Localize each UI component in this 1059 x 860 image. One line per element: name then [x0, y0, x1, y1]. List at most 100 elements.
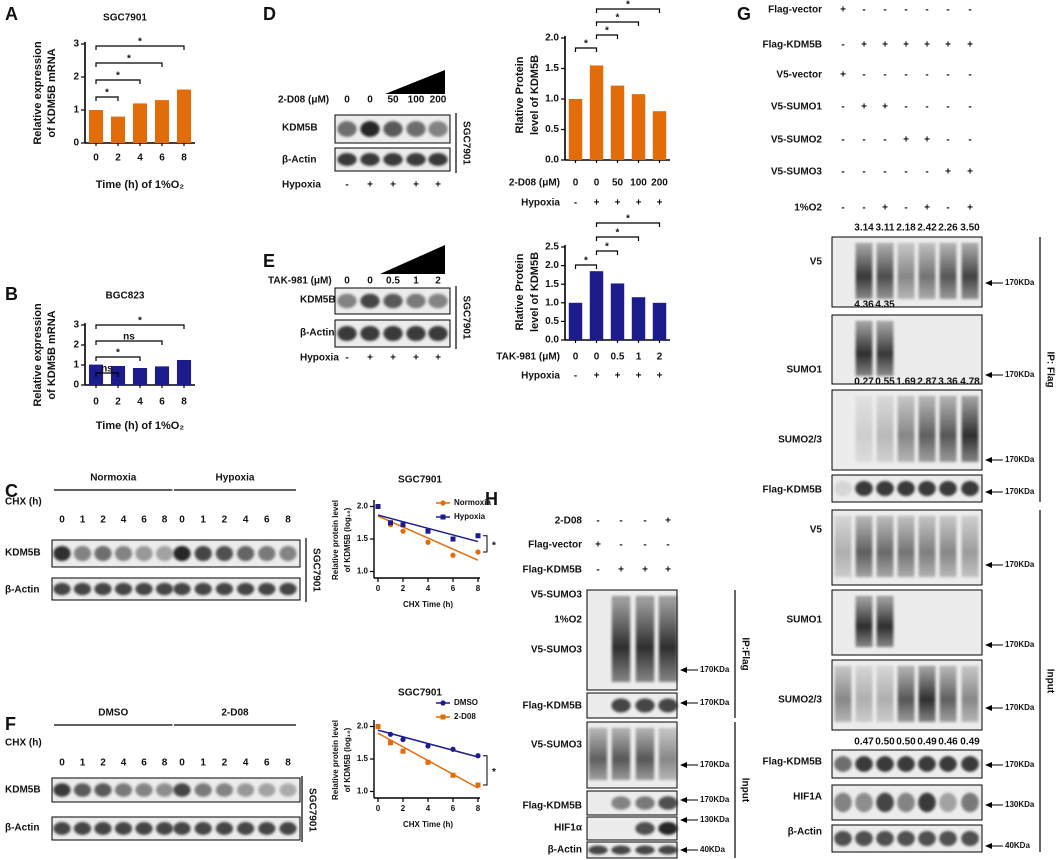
lane-label: 0	[344, 276, 350, 287]
x-tick-label: 0	[376, 804, 381, 813]
x-tick-label: 0	[573, 352, 579, 363]
band-label: β-Actin	[548, 845, 582, 856]
quantification: 4.35	[875, 300, 895, 311]
y-axis-label: Rlative Protein	[514, 56, 526, 133]
y-tick-label: 0.5	[545, 316, 559, 327]
significance-label: *	[492, 541, 496, 552]
blot-band	[658, 845, 678, 855]
quantification: 0.27	[854, 377, 874, 388]
condition-sign: +	[945, 167, 951, 178]
condition-sign: +	[882, 40, 888, 51]
panel-letter: A	[5, 4, 18, 24]
significance-bracket	[574, 47, 598, 52]
band-label: β-Actin	[5, 585, 39, 596]
data-point	[400, 528, 406, 534]
condition-sign: -	[643, 540, 646, 551]
blot-band	[897, 480, 915, 497]
condition-sign: -	[841, 135, 844, 146]
blot-band	[258, 822, 276, 835]
blot-band	[194, 822, 212, 835]
x-tick-label: 2	[115, 397, 121, 408]
condition-value: +	[435, 353, 441, 364]
blot-band	[897, 830, 915, 847]
blot-band	[155, 545, 174, 562]
band-label: V5-SUMO3	[531, 740, 583, 751]
condition-sign: +	[903, 40, 909, 51]
blot-band	[114, 582, 133, 596]
marker-label: 170KDa	[700, 665, 730, 674]
data-point	[450, 536, 456, 542]
x-tick-label: 8	[476, 804, 481, 813]
blot-band	[611, 845, 631, 855]
condition-sign: -	[862, 167, 865, 178]
data-point	[475, 782, 481, 788]
panel-letter: E	[263, 251, 275, 271]
blot-band	[834, 480, 852, 497]
bar	[176, 89, 192, 143]
section-label: IP: Flag	[1044, 351, 1055, 387]
x-tick-label: 8	[181, 153, 187, 164]
condition-sign: -	[883, 5, 886, 16]
quantification: 4.36	[854, 300, 874, 311]
condition-sign: +	[967, 40, 973, 51]
blot-smear	[918, 516, 936, 577]
x-tick-label: 0	[573, 178, 579, 189]
blot-smear	[897, 243, 915, 299]
y-tick-label: 0.5	[545, 124, 559, 135]
group-label: Normoxia	[90, 473, 137, 484]
band-label: β-Actin	[300, 328, 334, 339]
blot-band	[876, 792, 894, 813]
y-axis-label: level of KDM5B	[529, 55, 541, 135]
condition-label: V5-SUMO2	[771, 135, 823, 146]
blot-smear	[855, 243, 873, 299]
blot-band	[215, 783, 234, 797]
legend-label: Hypoxia	[454, 512, 486, 521]
condition-sign: +	[882, 102, 888, 113]
significance-bracket	[595, 222, 661, 227]
blot-smear	[611, 728, 631, 780]
bar	[154, 100, 170, 143]
y-axis-label: of KDM5B (log₁₀)	[343, 507, 352, 572]
y-axis-label: Relative protein level	[331, 720, 340, 800]
blot-band	[155, 783, 174, 797]
section-label: Input	[739, 778, 750, 803]
blot-band	[428, 325, 448, 342]
lane-label: 2	[222, 515, 228, 526]
condition-sign: +	[861, 102, 867, 113]
condition-label: Flag-KDM5B	[523, 565, 582, 576]
blot-band	[73, 582, 92, 596]
blot-band	[897, 792, 915, 813]
panel-letter: F	[5, 714, 16, 734]
significance-label: *	[138, 37, 142, 48]
quantification: 0.47	[854, 737, 874, 748]
y-tick-label: 2.0	[357, 722, 369, 731]
marker-arrowhead	[680, 847, 687, 853]
band-label: SUMO1	[786, 615, 822, 626]
condition-value: +	[390, 180, 396, 191]
group-label: 2-D08	[221, 708, 249, 719]
data-point	[475, 753, 481, 759]
x-tick-label: 6	[451, 804, 456, 813]
marker-label: 170KDa	[1005, 370, 1035, 379]
band-label: Flag-KDM5B	[523, 701, 582, 712]
condition-label: 1%O2	[554, 615, 582, 626]
condition-sign: -	[946, 135, 949, 146]
x-axis-label: CHX Time (h)	[403, 820, 453, 829]
cell-line: SGC7901	[460, 296, 471, 340]
significance-label: *	[116, 348, 120, 359]
condition-sign: +	[665, 516, 671, 527]
condition-value: +	[390, 353, 396, 364]
blot-smear	[855, 666, 873, 722]
lane-label: 50	[387, 95, 399, 106]
lane-label: 1	[200, 758, 206, 769]
marker-label: 170KDa	[700, 760, 730, 769]
marker-label: 170KDa	[1005, 703, 1035, 712]
condition-sign: -	[968, 70, 971, 81]
condition-sign: -	[904, 5, 907, 16]
condition-value: +	[367, 180, 373, 191]
legend-label: Normoxia	[454, 498, 491, 507]
y-tick-label: 1.0	[545, 297, 559, 308]
blot-band	[383, 153, 403, 166]
y-axis-label: level of KDM5B	[529, 252, 541, 332]
blot-smear	[897, 516, 915, 577]
